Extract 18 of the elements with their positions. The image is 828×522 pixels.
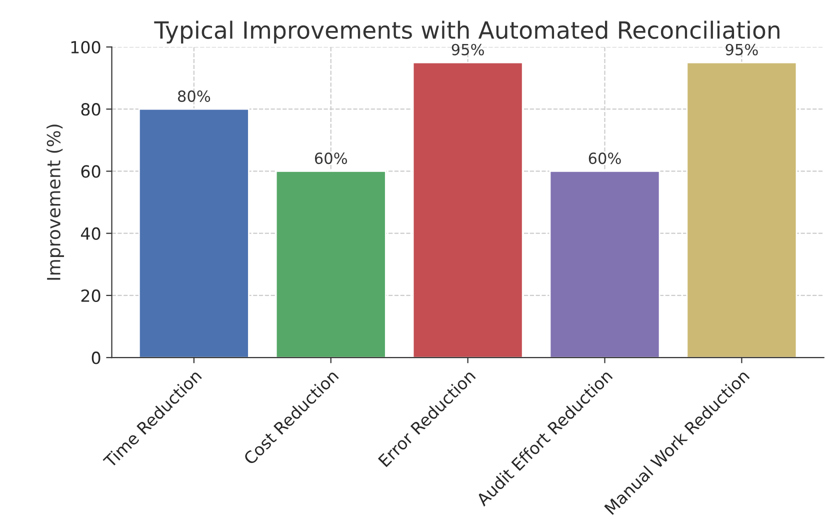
data-label: 80% — [178, 90, 210, 102]
bar — [686, 62, 798, 358]
chart-title: Typical Improvements with Automated Reconciliation — [154, 20, 780, 44]
y-tick-label: 0 — [92, 352, 100, 364]
y-axis-title: Improvement (%) — [46, 124, 64, 280]
y-tick-label: 40 — [80, 227, 100, 240]
bar — [275, 170, 386, 358]
data-label: 95% — [726, 44, 758, 56]
y-tick-label: 60 — [81, 165, 100, 178]
bar — [138, 108, 250, 358]
bar — [549, 170, 660, 358]
data-label: 60% — [588, 152, 621, 164]
data-label: 60% — [314, 152, 348, 164]
y-tick-label: 100 — [71, 40, 100, 54]
y-tick-label: 20 — [81, 289, 100, 302]
y-tick-label: 80 — [81, 103, 100, 116]
data-label: 95% — [452, 44, 484, 56]
bar — [412, 62, 524, 358]
